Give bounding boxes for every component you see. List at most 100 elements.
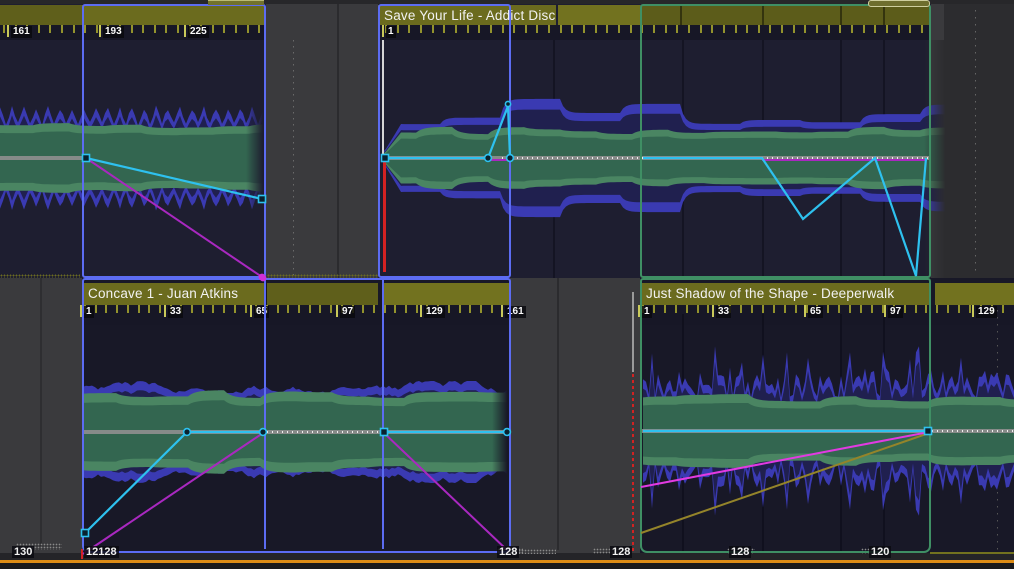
beat-tick: [458, 305, 461, 313]
clip-edge-marker: [632, 292, 634, 372]
beat-tick-major: [501, 305, 503, 317]
beat-tick: [827, 305, 830, 313]
tempo-label: 128: [729, 546, 752, 558]
ruler-number: 1: [84, 306, 94, 318]
beat-tick: [794, 305, 797, 313]
beat-tick: [947, 305, 950, 313]
beat-tick: [897, 25, 900, 33]
selection-box-concave: [82, 278, 511, 553]
beat-ruler-concave[interactable]: [82, 305, 510, 325]
ruler-bar-divider: [762, 5, 764, 25]
beat-tick: [874, 25, 877, 33]
beat-tick: [827, 25, 830, 33]
ruler-bar-just_shadow-1[interactable]: [935, 283, 1014, 305]
beat-tick: [618, 25, 620, 33]
beat-ruler-just_shadow[interactable]: [640, 305, 1014, 325]
beat-tick: [469, 305, 472, 313]
beat-tick: [287, 305, 290, 313]
beat-tick-major: [712, 305, 714, 317]
gap-line: [337, 4, 339, 278]
dither-strip: [0, 274, 80, 278]
beat-tick: [699, 25, 702, 33]
ruler-bar-save_your_life-0[interactable]: [378, 5, 556, 25]
beat-tick: [142, 25, 145, 33]
ruler-number: 193: [103, 26, 124, 38]
beat-tick: [881, 305, 884, 313]
ruler-bar-prev-1[interactable]: [82, 5, 265, 25]
beat-tick: [49, 25, 52, 33]
beat-tick: [909, 25, 912, 33]
ruler-bar-concave-0[interactable]: [82, 283, 265, 305]
beat-tick: [94, 305, 97, 313]
beat-tick: [711, 25, 714, 33]
beat-tick: [191, 305, 193, 313]
beat-tick-major: [382, 25, 384, 37]
ruler-bar-divider: [680, 5, 682, 25]
ruler-bar-save_your_life-2[interactable]: [640, 5, 930, 25]
ruler-bar-just_shadow-0[interactable]: [640, 283, 930, 305]
ruler-number: 225: [188, 26, 209, 38]
ruler-number: 97: [888, 306, 904, 318]
beat-tick: [415, 305, 418, 313]
beat-tick: [431, 25, 434, 33]
ruler-number: 129: [424, 306, 445, 318]
beat-tick: [1001, 305, 1004, 313]
beat-tick: [419, 25, 422, 33]
beat-tick: [137, 305, 140, 313]
clip-title-concave[interactable]: Concave 1 - Juan Atkins: [88, 286, 239, 301]
beat-tick: [761, 305, 764, 313]
beat-tick: [258, 25, 261, 33]
dither-strip: [16, 543, 62, 550]
tempo-label: 120: [869, 546, 892, 558]
beat-tick: [95, 25, 98, 33]
gap-dotted-line: [293, 40, 294, 275]
beat-tick-major: [250, 305, 252, 317]
clip-start-marker[interactable]: [382, 40, 384, 158]
beat-tick: [479, 305, 482, 313]
ruler-bar-prev-0[interactable]: [0, 5, 82, 25]
gap-line: [40, 278, 42, 546]
ruler-bar-concave-2[interactable]: [383, 283, 510, 305]
clip-title-just-shadow[interactable]: Just Shadow of the Shape - Deeperwalk: [646, 286, 895, 301]
beat-tick: [212, 305, 215, 313]
beat-tick: [276, 305, 279, 313]
clip-title-save-your-life[interactable]: Save Your Life - Addict Disc: [384, 8, 556, 23]
beat-tick: [606, 25, 609, 33]
beat-tick: [707, 305, 710, 313]
silence-dots: [267, 430, 381, 434]
beat-tick: [3, 25, 5, 33]
below-baseline-strip: [0, 563, 1014, 569]
ruler-number: 129: [976, 306, 997, 318]
beat-tick: [870, 305, 873, 313]
ruler-bar-save_your_life-1[interactable]: [558, 5, 640, 25]
beat-tick: [746, 25, 749, 33]
beat-tick: [383, 305, 386, 313]
beat-tick: [330, 305, 333, 313]
beat-tick: [571, 25, 574, 33]
beat-tick: [805, 305, 808, 313]
beat-tick: [920, 25, 923, 33]
beat-tick: [687, 25, 690, 33]
beat-tick: [84, 25, 87, 33]
beat-tick-major: [804, 305, 806, 317]
beat-tick: [652, 305, 655, 313]
beat-tick: [298, 305, 300, 313]
waveform-centerline: [0, 156, 88, 160]
beat-tick: [513, 25, 516, 33]
beat-tick: [629, 25, 632, 33]
ruler-bar-concave-1[interactable]: [267, 283, 378, 305]
tempo-label: 128: [610, 546, 633, 558]
beat-tick: [783, 305, 786, 313]
beat-tick: [652, 25, 655, 33]
beat-tick: [839, 25, 842, 33]
beat-tick: [408, 25, 411, 33]
beat-tick-major: [638, 305, 640, 317]
beat-tick: [454, 25, 457, 33]
overlap-box-green-top: [640, 4, 931, 278]
beat-tick: [308, 305, 311, 313]
silence-dots: [932, 429, 1014, 433]
volume-fade-marker[interactable]: [383, 158, 386, 272]
beat-tick: [246, 25, 249, 33]
beat-tick: [772, 305, 775, 313]
